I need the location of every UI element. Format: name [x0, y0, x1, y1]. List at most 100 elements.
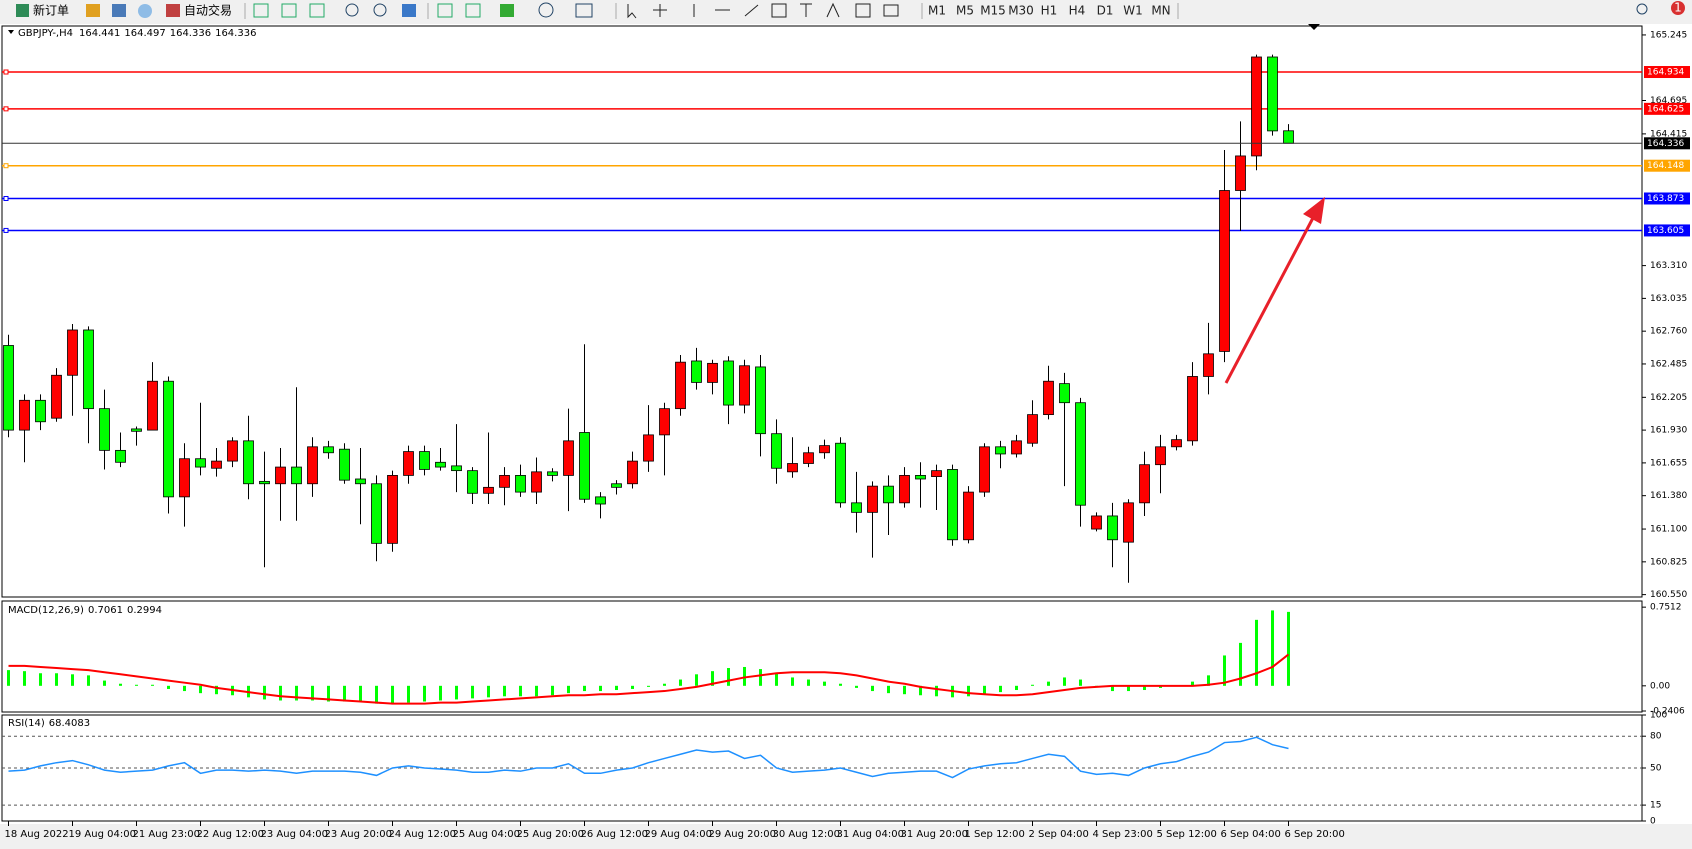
candle-body [419, 451, 430, 470]
macd-bar [311, 685, 314, 701]
tool-icon[interactable] [112, 4, 126, 17]
fibo-button[interactable] [800, 3, 812, 17]
periods-button[interactable] [538, 2, 554, 18]
bar-chart-button[interactable] [253, 3, 269, 18]
search-button[interactable] [1636, 3, 1648, 15]
candle-body [355, 478, 366, 485]
macd-bar [455, 685, 458, 700]
macd-bar [1207, 675, 1210, 686]
new-order-icon[interactable] [16, 4, 29, 17]
zoom-in-button[interactable] [345, 3, 359, 17]
x-tick-label: 29 Aug 20:00 [709, 829, 776, 840]
indicators-button[interactable] [500, 4, 514, 17]
timeframe-button[interactable]: M15 [980, 4, 1006, 18]
candle-body [755, 366, 766, 435]
timeframe-button[interactable]: M5 [956, 4, 974, 18]
macd-bar [1191, 681, 1194, 686]
macd-bar [583, 685, 586, 692]
timeframe-button[interactable]: M1 [928, 4, 946, 18]
y-tick-label: 100 [1650, 711, 1667, 721]
tile-button[interactable] [402, 4, 416, 17]
macd-bar [695, 674, 698, 686]
tool-icon[interactable] [86, 4, 100, 17]
macd-bar [1127, 685, 1130, 692]
candle-body [435, 461, 446, 468]
macd-bar [295, 685, 298, 701]
y-tick-label: -0.2406 [1650, 707, 1685, 717]
candle-body [1155, 446, 1166, 466]
zoom-out-button[interactable] [373, 3, 387, 17]
macd-bar [343, 685, 346, 702]
auto-trading-icon[interactable] [166, 4, 180, 17]
timeframe-button[interactable]: H1 [1041, 4, 1058, 18]
y-tick-label: 161.655 [1650, 458, 1687, 468]
rsi-title: RSI(14) [8, 718, 45, 729]
crosshair-button[interactable] [653, 4, 667, 17]
macd-bar [263, 685, 266, 700]
scroll-button[interactable] [437, 3, 453, 18]
macd-bar [1111, 685, 1114, 692]
candle-body [1251, 56, 1262, 157]
candle-body [1059, 383, 1070, 404]
candle-body [979, 446, 990, 493]
arrows-button[interactable] [883, 4, 899, 17]
y-tick-label: 160.825 [1650, 557, 1687, 567]
candle-body [163, 380, 174, 498]
macd-bar [23, 671, 26, 686]
tool-icon[interactable] [138, 4, 152, 18]
notification-count[interactable]: 1 [1674, 1, 1682, 15]
new-order-button[interactable]: 新订单 [33, 3, 69, 18]
level-label: 163.873 [1647, 194, 1684, 204]
macd-title: MACD(12,26,9) [8, 605, 84, 616]
candle-body [691, 360, 702, 383]
level-label-bg [1644, 66, 1690, 79]
level-label-bg [1644, 102, 1690, 115]
toolbar: 新订单 自动交易 M1 M5 M15 M30 H1 H4 D1 W1 MN [0, 0, 1692, 22]
candle-body [147, 380, 158, 431]
macd-bar [167, 685, 170, 689]
macd-bar [663, 683, 666, 686]
candle-body [1123, 502, 1134, 543]
candle-body [819, 445, 830, 454]
line-chart-button[interactable] [309, 3, 325, 18]
macd-bar [887, 685, 890, 694]
macd-bar [647, 685, 650, 687]
templates-button[interactable] [575, 3, 593, 18]
cursor-button[interactable] [627, 4, 637, 19]
candle-body [547, 471, 558, 476]
candle-chart-button[interactable] [281, 3, 297, 18]
candle-body [195, 458, 206, 468]
macd-bar [791, 677, 794, 686]
candle-body [179, 458, 190, 498]
timeframe-button[interactable]: H4 [1069, 4, 1086, 18]
label-button[interactable] [855, 3, 871, 18]
candle-body [563, 440, 574, 476]
shift-button[interactable] [465, 3, 481, 18]
macd-bar [439, 685, 442, 701]
auto-trading-button[interactable]: 自动交易 [184, 3, 232, 18]
timeframe-button[interactable]: W1 [1123, 4, 1143, 18]
timeframe-button[interactable]: D1 [1097, 4, 1114, 18]
notification-badge[interactable] [1671, 1, 1685, 15]
macd-bar [375, 685, 378, 704]
x-tick-label: 21 Aug 23:00 [133, 829, 200, 840]
trendline-button[interactable] [744, 4, 759, 17]
macd-bar [871, 685, 874, 692]
timeframe-button[interactable]: MN [1151, 4, 1170, 18]
x-tick-label: 23 Aug 20:00 [325, 829, 392, 840]
candle-body [387, 475, 398, 544]
annotation-arrow [1224, 215, 1316, 384]
candle-body [275, 466, 286, 485]
macd-bar [87, 675, 90, 686]
candle-body [1283, 130, 1294, 144]
y-tick-label: 162.205 [1650, 393, 1687, 403]
channel-button[interactable] [771, 3, 787, 18]
y-tick-label: 163.310 [1650, 261, 1687, 271]
macd-value: 0.7061 [88, 605, 123, 616]
timeframe-button[interactable]: M30 [1008, 4, 1034, 18]
macd-bar [183, 685, 186, 692]
text-button[interactable] [826, 2, 840, 18]
signal-line [8, 653, 1290, 705]
macd-bar [1239, 642, 1242, 686]
